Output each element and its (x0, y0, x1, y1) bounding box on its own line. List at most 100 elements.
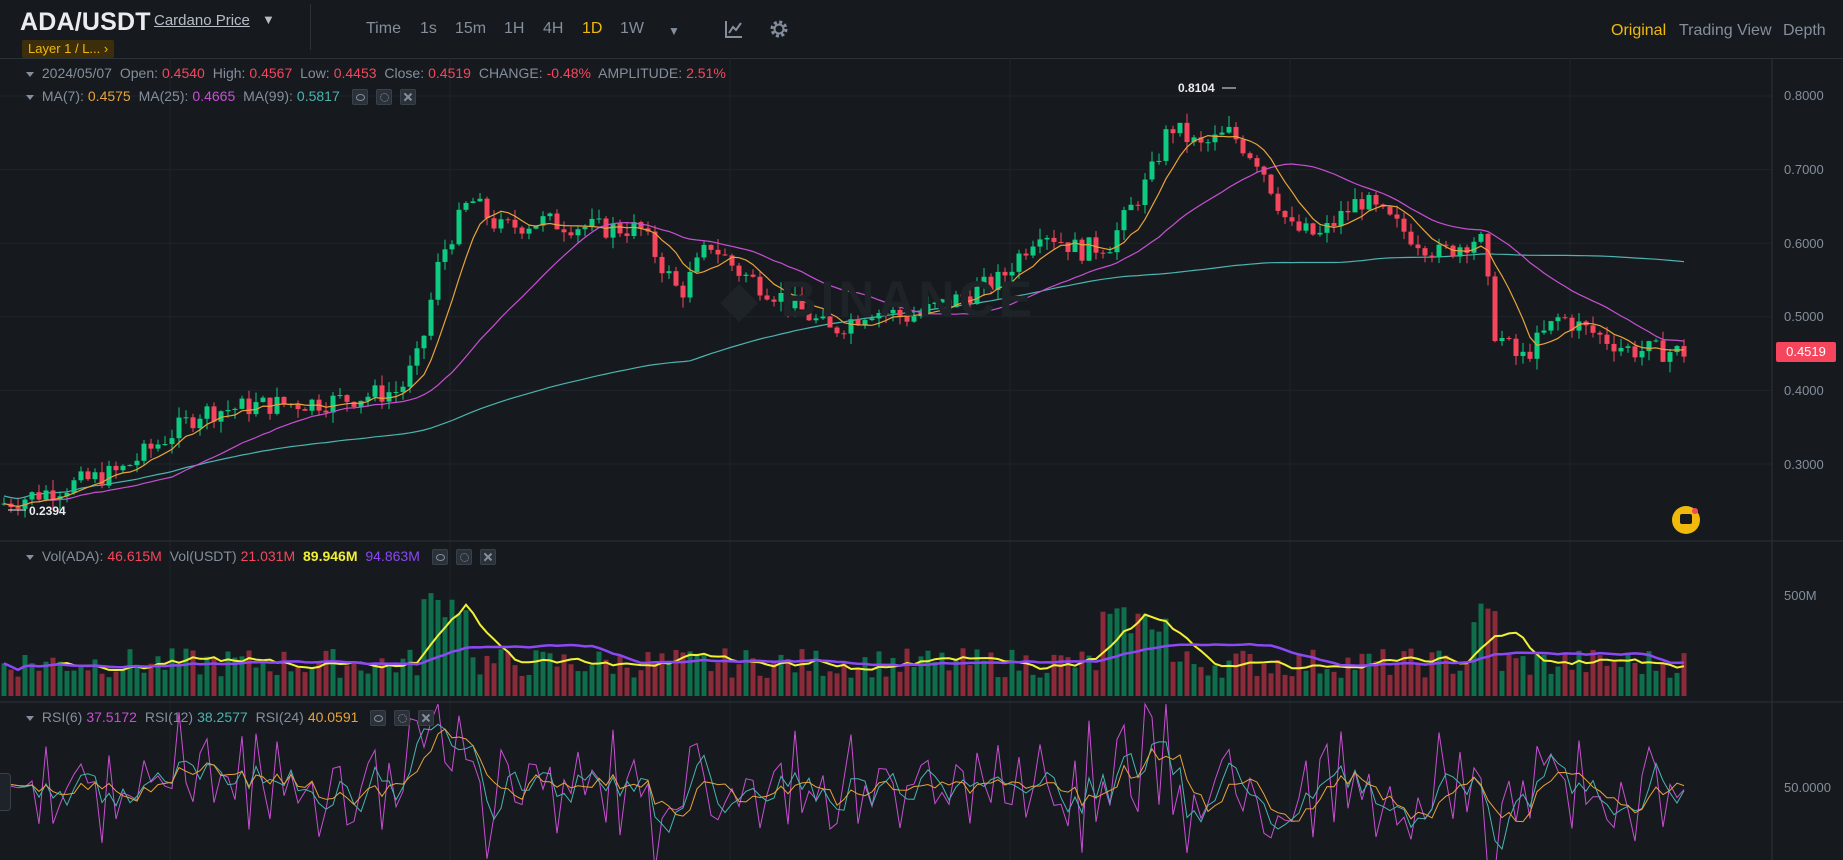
settings-icon[interactable] (455, 549, 472, 566)
candle-body (442, 249, 448, 262)
volume-bar (379, 658, 385, 696)
volume-bar (1646, 651, 1652, 696)
volume-bar (1625, 653, 1631, 696)
volume-bar (1436, 650, 1442, 696)
volume-bar (918, 656, 924, 696)
grid-lines (0, 58, 1773, 860)
candle-body (1114, 230, 1120, 253)
hide-icon[interactable] (370, 710, 387, 727)
side-panel-handle[interactable] (0, 773, 11, 811)
volume-bar (442, 617, 448, 696)
candle-body (1324, 223, 1330, 233)
vol-usdt-label: Vol(USDT) (169, 548, 237, 564)
volume-bar (708, 671, 714, 696)
volume-bar (1345, 657, 1351, 696)
chat-bubble-icon[interactable] (1672, 506, 1700, 534)
volume-bar (1289, 676, 1295, 696)
view-depth[interactable]: Depth (1783, 22, 1826, 39)
timeframe-1d[interactable]: 1D (582, 20, 603, 37)
candle-body (855, 319, 861, 326)
volume-tick: 500M (1784, 588, 1817, 603)
volume-bar (414, 675, 420, 696)
timeframe-4h[interactable]: 4H (543, 20, 564, 37)
candle-body (1338, 210, 1344, 227)
high-marker-label: 0.8104 (1178, 81, 1215, 95)
volume-bar (645, 652, 651, 696)
hide-icon[interactable] (431, 549, 448, 566)
candle-body (64, 492, 70, 497)
candle-body (883, 313, 889, 315)
volume-bar (1338, 677, 1344, 696)
candle-body (211, 406, 217, 422)
volume-bar (1485, 608, 1491, 696)
candle-body (1401, 218, 1407, 232)
candle-body (1170, 129, 1176, 134)
candle-body (1681, 346, 1687, 357)
volume-bar (316, 662, 322, 696)
settings-gear-icon[interactable] (768, 18, 790, 40)
candle-body (85, 471, 91, 480)
timeframe-more-icon[interactable]: ▼ (668, 24, 680, 38)
timeframe-1s[interactable]: 1s (420, 20, 437, 37)
candle-body (638, 222, 644, 229)
timeframe-1w[interactable]: 1W (620, 20, 644, 37)
rsi12-path (3, 723, 1685, 851)
view-original[interactable]: Original (1611, 22, 1667, 39)
candle-body (1331, 223, 1337, 227)
current-price-tag: 0.4519 (1776, 342, 1836, 362)
timeframe-1h[interactable]: 1H (504, 20, 525, 37)
candle-body (484, 198, 490, 219)
volume-bar (526, 674, 532, 696)
candle-body (1660, 340, 1666, 362)
collapse-caret-icon[interactable] (26, 94, 34, 100)
candle-body (1436, 244, 1442, 258)
candle-body (323, 410, 329, 413)
volume-bar (1681, 653, 1687, 696)
hide-icon[interactable] (351, 89, 368, 106)
close-icon[interactable] (399, 89, 416, 106)
pair-info-link[interactable]: Cardano Price (154, 12, 250, 29)
candle-body (624, 233, 630, 237)
volume-bar (995, 677, 1001, 696)
settings-icon[interactable] (394, 710, 411, 727)
volume-bar (834, 673, 840, 696)
collapse-caret-icon[interactable] (26, 554, 34, 560)
volume-bar (407, 649, 413, 696)
low-label: Low: (300, 65, 330, 81)
timeframe-15m[interactable]: 15m (455, 20, 487, 37)
candle-body (547, 213, 553, 217)
volume-bar (421, 599, 427, 696)
candle-body (1044, 237, 1050, 240)
volume-bar (1401, 651, 1407, 696)
candle-body (1408, 231, 1414, 245)
collapse-caret-icon[interactable] (26, 715, 34, 721)
timeframe-time[interactable]: Time (366, 20, 401, 37)
pair-dropdown-icon[interactable]: ▼ (262, 12, 275, 27)
indicator-icon[interactable] (723, 18, 745, 40)
volume-bar (1611, 661, 1617, 696)
settings-icon[interactable] (375, 89, 392, 106)
volume-bar (127, 649, 133, 696)
collapse-caret-icon[interactable] (26, 71, 34, 77)
volume-bar (1170, 661, 1176, 696)
close-icon[interactable] (418, 710, 435, 727)
volume-bar (1051, 654, 1057, 696)
volume-bar (680, 652, 686, 696)
candle-body (1492, 276, 1498, 342)
candle-body (428, 299, 434, 336)
volume-bar (106, 677, 112, 696)
candle-body (582, 226, 588, 230)
volume-bar (939, 652, 945, 696)
view-trading-view[interactable]: Trading View (1679, 22, 1772, 39)
close-icon[interactable] (479, 549, 496, 566)
category-tag[interactable]: Layer 1 / L... › (22, 40, 115, 58)
volume-bar (904, 648, 910, 696)
candle-body (631, 222, 637, 237)
candle-body (1429, 255, 1435, 258)
volume-bar (22, 654, 28, 696)
volume-bar (1016, 670, 1022, 696)
candle-body (351, 401, 357, 407)
candle-body (841, 333, 847, 335)
candle-body (274, 396, 280, 414)
